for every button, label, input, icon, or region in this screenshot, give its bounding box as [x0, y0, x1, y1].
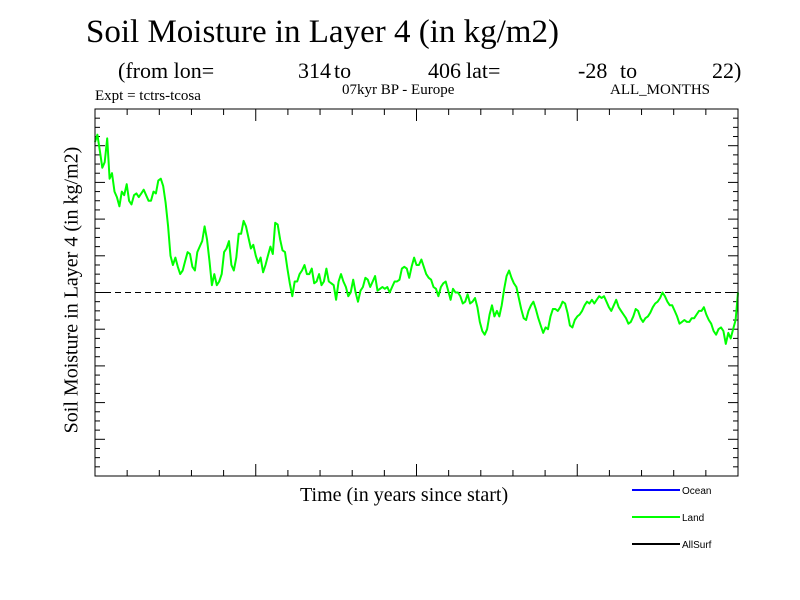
subtitle-lat-start: -28 [578, 58, 608, 83]
legend: Ocean Land AllSurf [632, 486, 712, 551]
experiment-label: Expt = tctrs-tcosa [95, 88, 201, 104]
axis-ticks [94, 108, 739, 477]
subtitle-lat-label: lat= [466, 58, 501, 83]
subtitle-lon-to: to [334, 58, 352, 83]
legend-label-land: Land [682, 513, 704, 524]
subtitle-lon-start: 314 [298, 58, 331, 83]
subtitle-lon-end: 406 [428, 58, 461, 83]
subtitle-lat-to: to [620, 58, 638, 83]
chart-title: Soil Moisture in Layer 4 (in kg/m2) [86, 14, 559, 50]
period-label: 07kyr BP - Europe [342, 82, 455, 98]
x-axis-label: Time (in years since start) [300, 484, 509, 506]
subtitle-prefix: (from lon= [118, 58, 215, 83]
subtitle-lat-end: 22) [712, 58, 742, 83]
legend-label-allsurf: AllSurf [682, 540, 712, 551]
legend-label-ocean: Ocean [682, 486, 711, 497]
months-label: ALL_MONTHS [610, 82, 710, 98]
land-series-line [94, 133, 739, 345]
plot-frame [94, 108, 739, 477]
